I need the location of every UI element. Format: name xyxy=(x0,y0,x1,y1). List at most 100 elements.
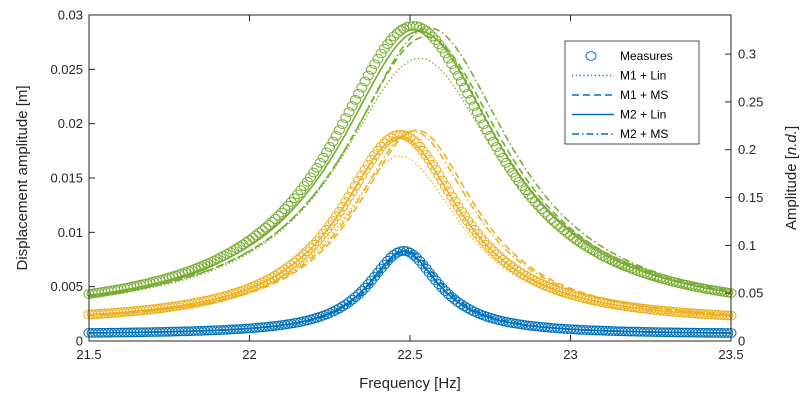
legend-label: Measures xyxy=(620,49,673,63)
measure-point xyxy=(443,289,455,300)
measure-point xyxy=(481,125,493,135)
measure-point xyxy=(272,210,284,221)
y2-tick-label: 0.3 xyxy=(738,47,756,62)
measure-point xyxy=(346,101,358,111)
measure-point xyxy=(722,310,734,321)
measure-point xyxy=(372,53,384,64)
measure-point xyxy=(436,43,448,54)
y-tick-label: 0.015 xyxy=(50,171,83,186)
measure-point xyxy=(288,257,300,268)
x-tick-label: 21.5 xyxy=(76,347,101,362)
measure-point xyxy=(292,255,304,265)
y-tick-label: 0 xyxy=(76,334,83,349)
measure-point xyxy=(362,159,374,170)
measure-point xyxy=(590,247,602,258)
measure-point xyxy=(378,138,390,149)
measure-point xyxy=(410,252,422,263)
measure-point xyxy=(285,260,297,270)
measure-point xyxy=(420,25,432,36)
y2-axis-label: Amplitude [n.d.] xyxy=(783,126,800,230)
measure-point xyxy=(439,286,451,296)
measure-point xyxy=(536,204,548,215)
x-tick-label: 22 xyxy=(242,347,256,362)
measure-point xyxy=(356,170,368,181)
measure-point xyxy=(346,186,358,197)
measure-point xyxy=(439,48,451,59)
measure-point xyxy=(487,246,499,257)
measure-point xyxy=(436,175,448,186)
measure-point xyxy=(423,28,435,39)
y-axis-left: 0 0.005 0.01 0.015 0.02 0.025 0.03 xyxy=(50,8,95,349)
measure-point xyxy=(260,222,272,233)
measure-point xyxy=(266,217,278,227)
measure-point xyxy=(446,191,458,202)
measure-point xyxy=(500,257,512,268)
measure-point xyxy=(308,167,320,178)
measure-point xyxy=(481,239,493,250)
measure-point xyxy=(311,162,323,173)
measure-point xyxy=(247,232,259,243)
legend-marker xyxy=(585,51,597,61)
measure-point xyxy=(385,252,397,263)
series-line-1-1 xyxy=(88,129,732,317)
measure-point xyxy=(253,228,265,238)
y-axis-label: Displacement amplitude [m] xyxy=(14,85,31,270)
measure-point xyxy=(443,53,455,64)
legend: Measures M1 + Lin M1 + MS M2 + Lin M2 + MS xyxy=(564,40,700,145)
measure-point xyxy=(542,210,554,221)
measure-point xyxy=(465,94,477,105)
legend-label: M1 + MS xyxy=(620,88,668,102)
measure-point xyxy=(218,250,230,261)
measure-point xyxy=(304,172,316,183)
measure-point xyxy=(446,292,458,302)
measure-point xyxy=(555,222,567,233)
measure-point xyxy=(433,170,445,181)
measure-point xyxy=(433,279,445,290)
measure-point xyxy=(484,243,496,253)
measure-point xyxy=(497,255,509,265)
x-axis: 21.5 22 22.5 23 23.5 xyxy=(76,15,744,362)
measure-point xyxy=(353,289,365,300)
y2-tick-label: 0.25 xyxy=(738,94,763,109)
measure-point xyxy=(532,200,544,211)
measure-point xyxy=(484,130,496,141)
measure-point xyxy=(263,274,275,285)
legend-label: M2 + Lin xyxy=(620,108,666,122)
measure-point xyxy=(353,175,365,186)
measure-point xyxy=(449,196,461,207)
measure-point xyxy=(343,297,355,308)
measure-point xyxy=(487,136,499,147)
legend-box xyxy=(564,40,700,145)
measure-point xyxy=(459,82,471,93)
series-line-0-3 xyxy=(88,250,732,334)
measure-point xyxy=(561,228,573,238)
measure-point xyxy=(500,157,512,168)
y2-tick-label: 0.05 xyxy=(738,286,763,301)
measure-point xyxy=(423,154,435,165)
measure-point xyxy=(375,48,387,59)
legend-item: M1 + MS xyxy=(572,88,668,102)
measure-point xyxy=(475,113,487,124)
measures-series-0 xyxy=(83,245,737,338)
measure-point xyxy=(587,245,599,256)
measure-point xyxy=(491,249,503,260)
measure-point xyxy=(337,201,349,212)
measure-point xyxy=(324,142,336,152)
measure-point xyxy=(439,181,451,191)
measure-point xyxy=(314,157,326,168)
measure-point xyxy=(446,59,458,69)
measure-point xyxy=(558,225,570,236)
measure-point xyxy=(420,150,432,160)
measure-point xyxy=(359,76,371,87)
x-axis-label: Frequency [Hz] xyxy=(359,375,461,392)
measure-point xyxy=(548,217,560,227)
legend-item: M1 + Lin xyxy=(572,69,666,83)
measures-series-2 xyxy=(83,20,737,299)
measure-point xyxy=(308,239,320,250)
measure-point xyxy=(269,214,281,224)
measure-point xyxy=(497,152,509,163)
measure-point xyxy=(240,237,252,248)
measure-point xyxy=(333,206,345,217)
measure-point xyxy=(455,76,467,87)
